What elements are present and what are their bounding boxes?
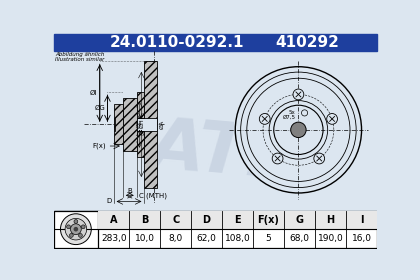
Bar	[54, 211, 377, 248]
Text: 108,0: 108,0	[225, 234, 250, 243]
Circle shape	[79, 234, 82, 237]
Text: ØH: ØH	[139, 118, 144, 128]
Text: D: D	[202, 215, 210, 225]
Text: E: E	[234, 215, 241, 225]
Circle shape	[291, 122, 306, 137]
Bar	[253, 211, 284, 229]
Bar	[315, 211, 346, 229]
Bar	[114, 104, 123, 144]
Circle shape	[302, 110, 307, 116]
Text: 283,0: 283,0	[101, 234, 126, 243]
Circle shape	[234, 65, 363, 195]
Text: Abbildung ähnlich: Abbildung ähnlich	[55, 52, 105, 57]
Text: C (MTH): C (MTH)	[139, 192, 167, 199]
Bar	[284, 211, 315, 229]
Bar	[137, 118, 157, 131]
Text: 62,0: 62,0	[197, 234, 217, 243]
Circle shape	[74, 227, 78, 232]
Text: ØA: ØA	[160, 120, 165, 129]
Bar	[222, 211, 253, 229]
Bar	[129, 211, 160, 229]
Bar	[98, 211, 129, 229]
Bar	[191, 211, 222, 229]
Text: 5: 5	[266, 234, 271, 243]
Circle shape	[259, 113, 270, 124]
Text: H: H	[326, 215, 335, 225]
Text: ØG: ØG	[95, 105, 106, 111]
Bar	[123, 98, 136, 151]
Circle shape	[67, 225, 71, 229]
Text: C: C	[172, 215, 179, 225]
Text: ØE: ØE	[136, 120, 142, 128]
Text: 190,0: 190,0	[318, 234, 344, 243]
Text: 10,0: 10,0	[135, 234, 155, 243]
Bar	[54, 50, 377, 211]
Circle shape	[272, 153, 283, 164]
Circle shape	[71, 224, 81, 235]
Bar	[54, 211, 98, 248]
Circle shape	[65, 218, 87, 240]
Text: D: D	[107, 199, 112, 204]
Circle shape	[60, 214, 91, 245]
Text: 16,0: 16,0	[352, 234, 371, 243]
Bar	[144, 61, 157, 188]
Circle shape	[314, 153, 325, 164]
Circle shape	[74, 220, 78, 223]
Text: B: B	[141, 215, 148, 225]
Bar	[346, 211, 377, 229]
Text: ATE: ATE	[147, 112, 299, 194]
Text: 8,0: 8,0	[168, 234, 183, 243]
Bar	[160, 211, 191, 229]
Circle shape	[327, 113, 338, 124]
Bar	[113, 118, 115, 130]
Text: Illustration similar: Illustration similar	[55, 57, 105, 62]
Text: B: B	[127, 188, 132, 194]
Circle shape	[69, 234, 73, 237]
Text: G: G	[296, 215, 304, 225]
Text: 5x: 5x	[289, 110, 295, 115]
Text: 410292: 410292	[276, 34, 340, 50]
Bar	[137, 92, 144, 157]
Text: I: I	[360, 215, 363, 225]
Text: 24.0110-0292.1: 24.0110-0292.1	[110, 34, 244, 50]
Circle shape	[81, 225, 85, 229]
Text: F(x): F(x)	[92, 143, 106, 149]
Text: F(x): F(x)	[257, 215, 279, 225]
Text: Ø7,5: Ø7,5	[282, 115, 295, 120]
Text: ØI: ØI	[90, 90, 97, 96]
Circle shape	[293, 89, 304, 100]
Bar	[54, 34, 377, 50]
Text: 68,0: 68,0	[289, 234, 310, 243]
Text: A: A	[110, 215, 118, 225]
